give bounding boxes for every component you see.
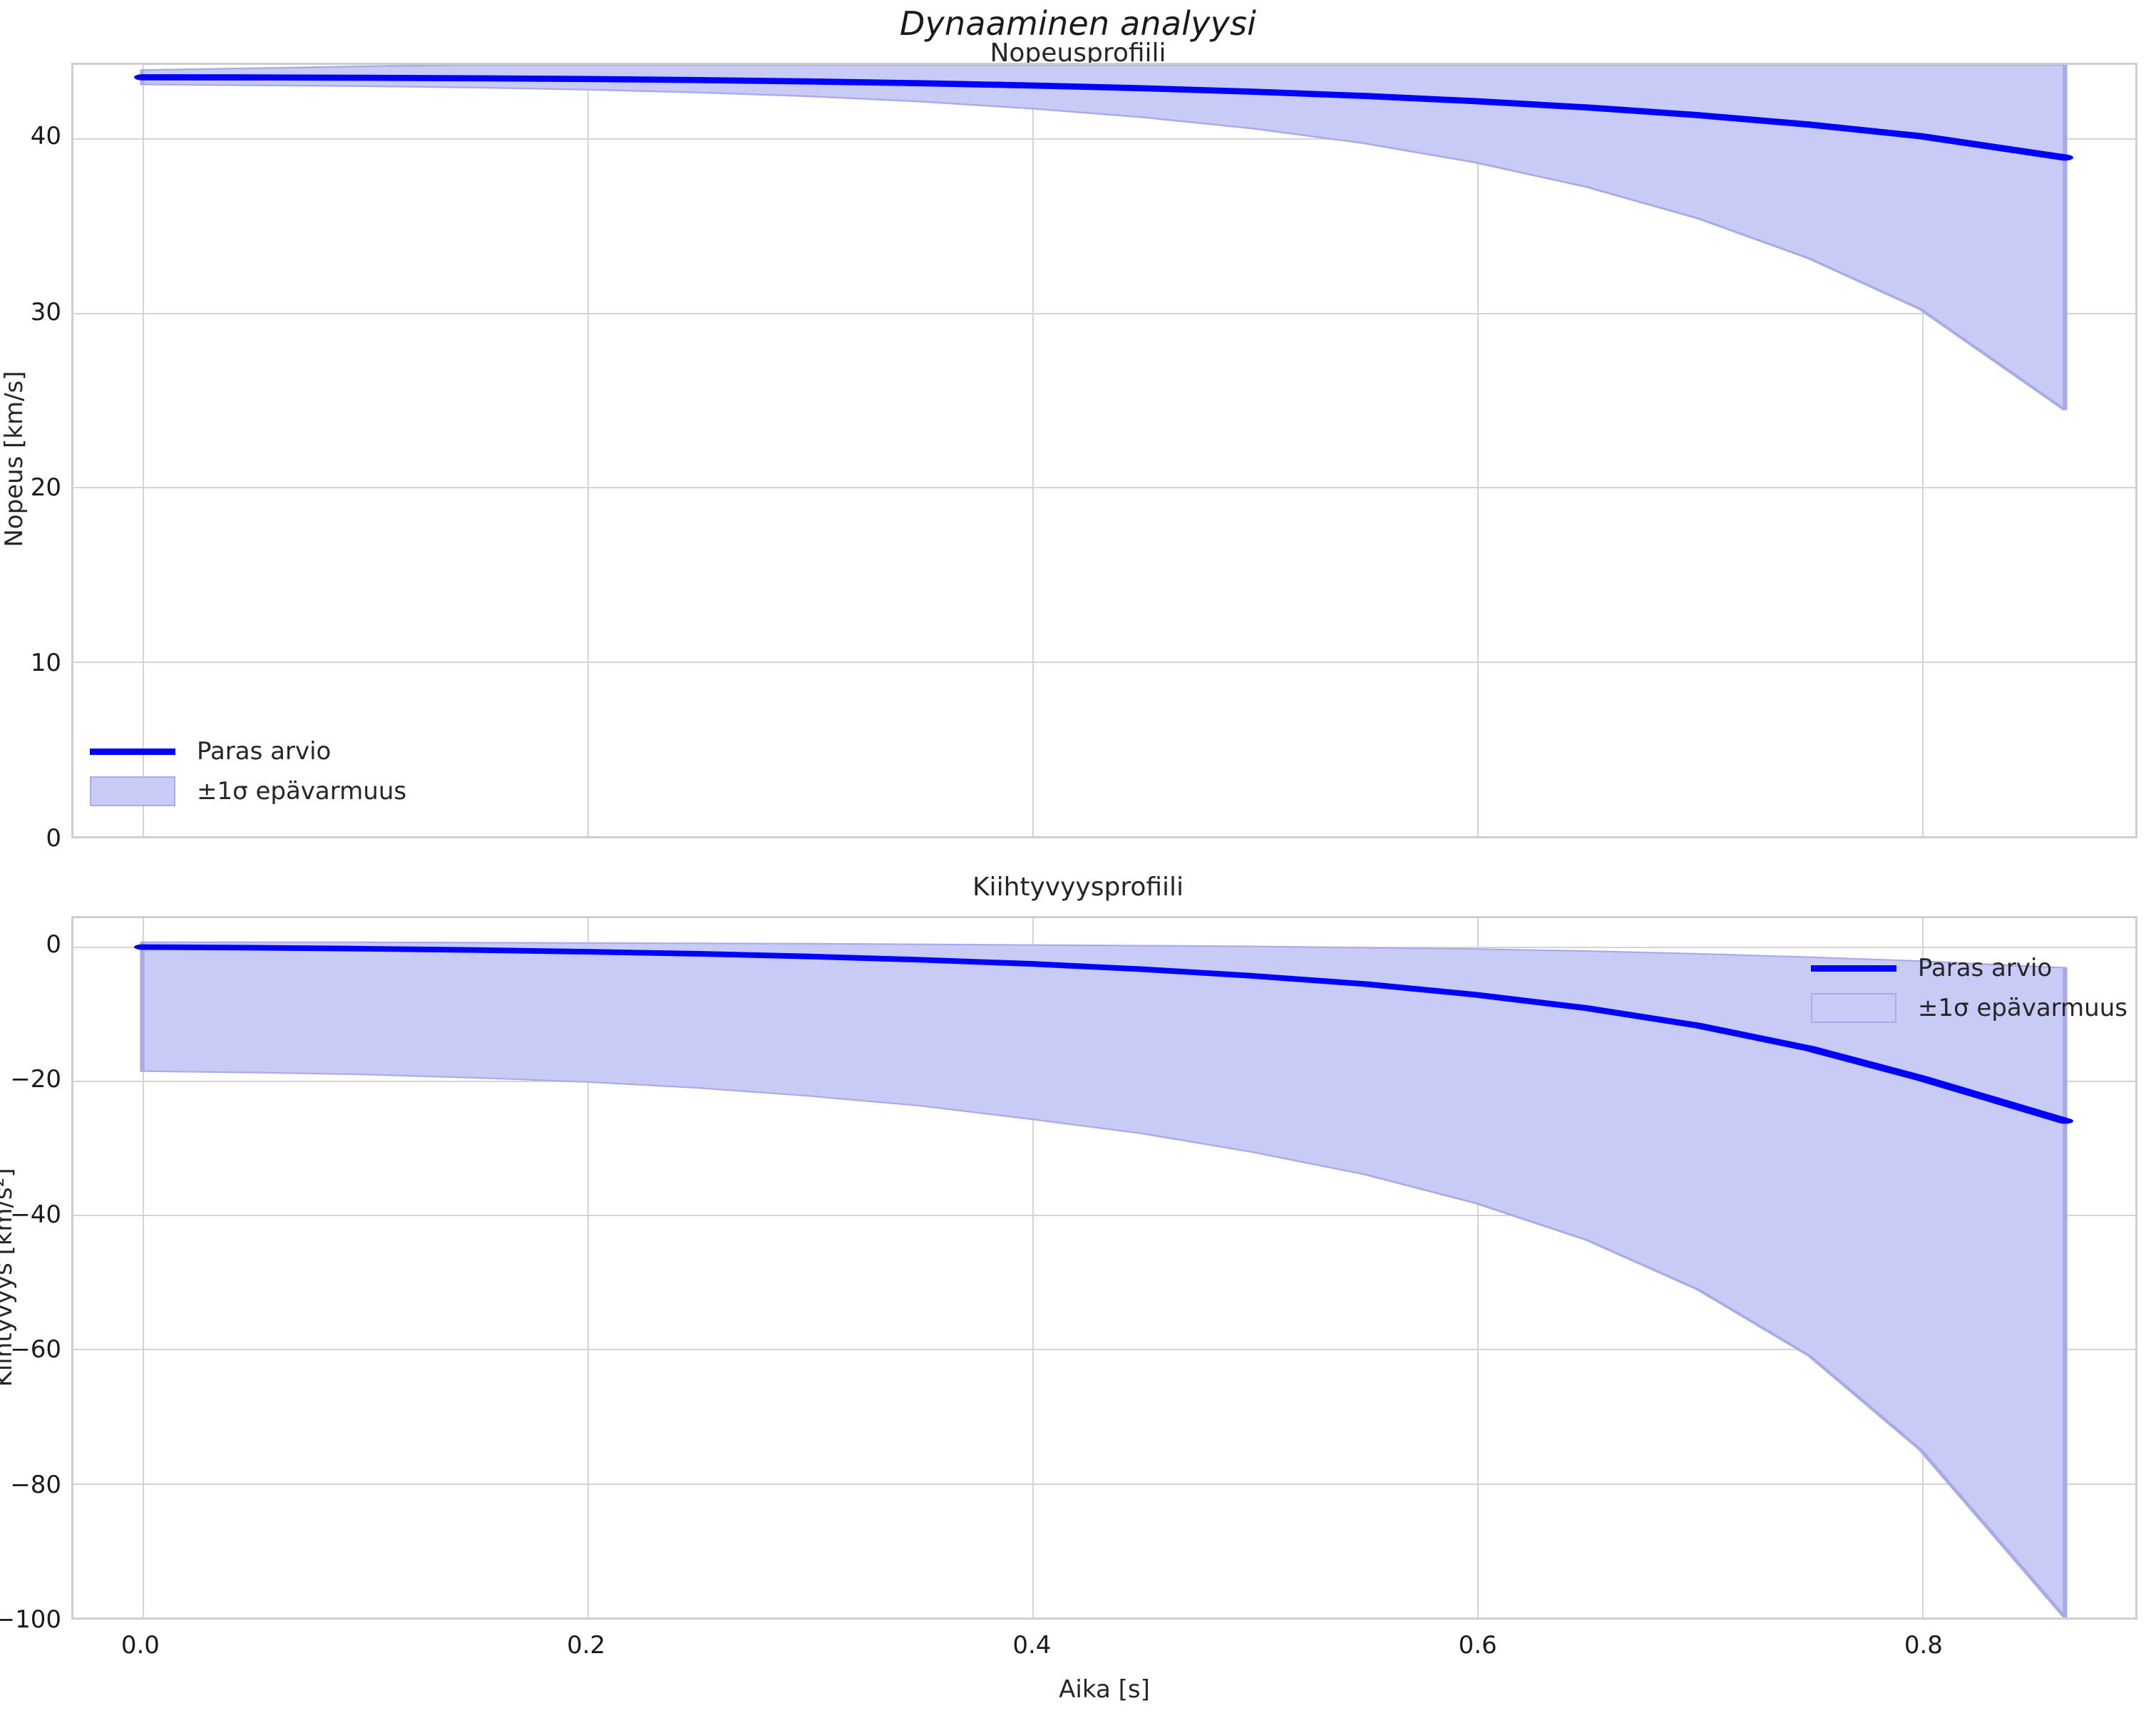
- xtick-2: 0.4: [1012, 1631, 1052, 1660]
- gridline-y-n40: [73, 1215, 2135, 1217]
- acceleration-series-svg: [134, 941, 2073, 1618]
- xtick-1: 0.2: [567, 1631, 606, 1660]
- gridline-y-n60: [73, 1349, 2135, 1351]
- velocity-uncertainty-band: [140, 65, 2068, 411]
- xtick-0: 0.0: [120, 1631, 160, 1660]
- acceleration-best-estimate-line: [134, 944, 2073, 1124]
- ytick-bot-3: −60: [10, 1335, 61, 1364]
- gridline-x-06: [1477, 65, 1479, 836]
- xtick-labels: 0.0 0.2 0.4 0.6 0.8: [71, 1631, 2137, 1667]
- ytick-bot-5: −100: [0, 1605, 61, 1634]
- ytick-bot-0: 0: [46, 930, 61, 959]
- ytick-top-1: 10: [30, 649, 61, 678]
- velocity-legend: Paras arvio ±1σ epävarmuus: [84, 731, 406, 811]
- figure-suptitle: Dynaaminen analyysi: [899, 4, 1257, 43]
- gridline-x-02b: [587, 918, 589, 1618]
- velocity-plot-area: [71, 63, 2137, 838]
- gridline-y-10: [73, 662, 2135, 664]
- velocity-ylabel: Nopeus [km/s]: [0, 371, 29, 547]
- legend-line-label-top: Paras arvio: [197, 737, 332, 766]
- xtick-4: 0.8: [1904, 1631, 1943, 1660]
- acceleration-uncertainty-band: [140, 941, 2068, 1618]
- ytick-bot-2: −40: [10, 1200, 61, 1229]
- xlabel: Aika [s]: [1059, 1675, 1150, 1704]
- legend-line-label-bot: Paras arvio: [1917, 954, 2053, 982]
- legend-band-label-bot: ±1σ epävarmuus: [1917, 994, 2127, 1022]
- gridline-y-20: [73, 487, 2135, 489]
- velocity-series-svg: [134, 65, 2073, 411]
- xtick-3: 0.6: [1458, 1631, 1497, 1660]
- gridline-x-00b: [142, 918, 144, 1618]
- legend-band-label-top: ±1σ epävarmuus: [197, 777, 407, 806]
- legend-line-swatch-top: [90, 748, 175, 755]
- acceleration-ytick-labels: 0 −20 −40 −60 −80 −100: [0, 916, 61, 1634]
- ytick-top-4: 40: [30, 122, 61, 151]
- panel-title-acceleration: Kiihtyvyysprofiili: [972, 873, 1184, 902]
- acceleration-ylabel: Kiihtyvyys [km/s²]: [0, 1168, 18, 1387]
- velocity-best-estimate-line: [134, 74, 2073, 161]
- acceleration-legend: Paras arvio ±1σ epävarmuus: [1805, 948, 2127, 1028]
- ytick-bot-4: −80: [10, 1470, 61, 1499]
- gridline-x-08: [1921, 65, 1924, 836]
- gridline-x-00: [142, 65, 144, 836]
- gridline-x-04: [1032, 65, 1034, 836]
- ytick-top-3: 30: [30, 297, 61, 326]
- ytick-top-2: 20: [30, 473, 61, 502]
- gridline-y-0: [73, 836, 2135, 838]
- legend-line-swatch-bot: [1810, 965, 1896, 972]
- gridline-x-06b: [1477, 918, 1479, 1618]
- legend-band-swatch-top: [90, 776, 175, 806]
- gridline-y-n100: [73, 1618, 2135, 1619]
- ytick-bot-1: −20: [10, 1065, 61, 1094]
- gridline-y-n80: [73, 1483, 2135, 1485]
- velocity-ytick-labels: 0 10 20 30 40: [0, 63, 61, 853]
- acceleration-plot-area: [71, 916, 2137, 1620]
- gridline-x-04b: [1032, 918, 1034, 1618]
- gridline-y-30: [73, 312, 2135, 314]
- gridline-y-40: [73, 138, 2135, 140]
- legend-band-swatch-bot: [1810, 993, 1896, 1023]
- gridline-x-02: [587, 65, 589, 836]
- ytick-top-0: 0: [46, 824, 61, 853]
